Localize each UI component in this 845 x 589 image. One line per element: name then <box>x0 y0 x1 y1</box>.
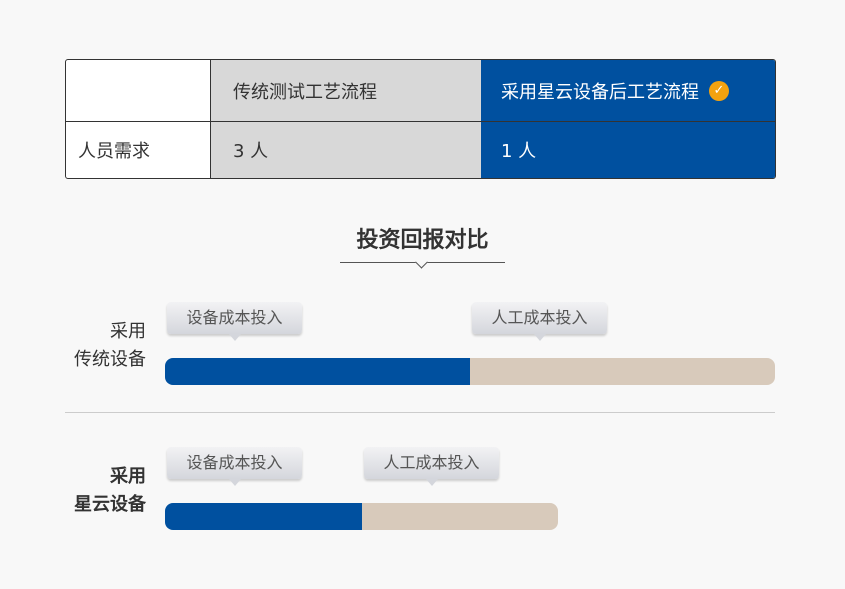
cost-bar <box>165 503 558 530</box>
cost-bar <box>165 358 775 385</box>
label-line1: 采用 <box>110 321 146 342</box>
comparison-label: 采用星云设备 <box>74 463 146 519</box>
comparison-label: 采用传统设备 <box>74 318 146 374</box>
cell-xingyun: 1 人 <box>481 122 775 178</box>
label-line2: 传统设备 <box>74 349 146 370</box>
title-caret <box>415 255 428 269</box>
row-label: 人员需求 <box>66 122 211 178</box>
header-traditional: 传统测试工艺流程 <box>211 60 481 122</box>
labor-cost-segment <box>362 503 558 530</box>
labor-cost-callout: 人工成本投入 <box>472 302 607 341</box>
table-corner-cell <box>66 60 211 122</box>
equipment-cost-segment <box>165 358 470 385</box>
equipment-cost-segment <box>165 503 363 530</box>
equipment-cost-callout: 设备成本投入 <box>167 302 302 341</box>
label-line1: 采用 <box>110 466 146 487</box>
check-circle-icon: ✓ <box>709 80 729 101</box>
header-xingyun: 采用星云设备后工艺流程 ✓ <box>481 60 775 122</box>
label-line2: 星云设备 <box>74 494 146 515</box>
equipment-cost-callout: 设备成本投入 <box>167 447 302 486</box>
section-title: 投资回报对比 <box>356 228 489 253</box>
divider <box>65 412 775 413</box>
labor-cost-segment <box>470 358 775 385</box>
cell-traditional: 3 人 <box>211 122 481 178</box>
comparison-table: 传统测试工艺流程 采用星云设备后工艺流程 ✓ 人员需求 3 人 1 人 <box>65 59 776 179</box>
header-xingyun-label: 采用星云设备后工艺流程 <box>501 81 699 103</box>
labor-cost-callout: 人工成本投入 <box>364 447 500 486</box>
